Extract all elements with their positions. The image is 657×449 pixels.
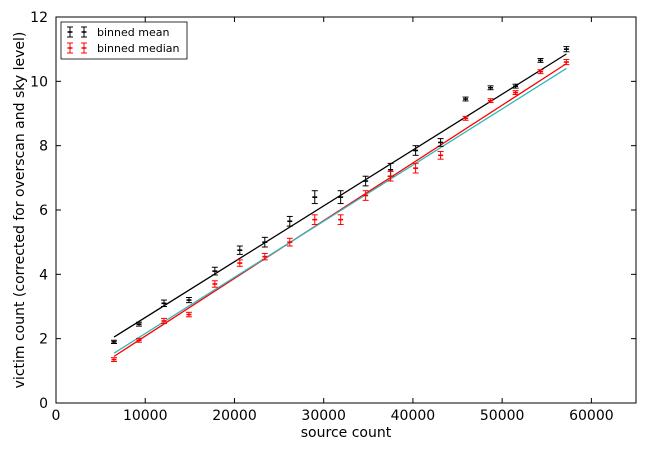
- x-tick-label: 40000: [391, 408, 436, 424]
- data-point: [311, 214, 318, 225]
- y-tick-label: 8: [39, 139, 48, 155]
- legend-item: binned mean: [67, 26, 169, 39]
- legend-label: binned median: [97, 42, 179, 55]
- x-tick-label: 0: [52, 408, 61, 424]
- data-point: [487, 85, 494, 91]
- fit-line: [113, 63, 567, 357]
- data-point: [135, 337, 142, 343]
- data-point: [160, 317, 167, 325]
- data-point: [286, 237, 293, 247]
- legend: binned mean binned median: [60, 21, 188, 60]
- y-axis-label: victim count (corrected for overscan and…: [12, 32, 28, 389]
- y-tick-label: 10: [30, 74, 48, 90]
- data-point: [537, 57, 544, 63]
- x-tick-label: 50000: [480, 408, 525, 424]
- data-point: [211, 266, 218, 276]
- data-point: [135, 321, 142, 327]
- data-point: [286, 215, 293, 227]
- y-tick-label: 6: [39, 203, 48, 219]
- data-point: [337, 214, 344, 225]
- series-binned-mean: [111, 46, 570, 344]
- data-point: [387, 170, 394, 182]
- data-point: [487, 98, 494, 104]
- data-point: [261, 236, 268, 248]
- data-point: [362, 175, 369, 187]
- data-point: [412, 145, 419, 156]
- fit-line: [113, 67, 567, 354]
- y-tick-label: 0: [39, 396, 48, 412]
- data-point: [512, 90, 519, 96]
- data-point: [236, 245, 243, 255]
- data-point: [462, 96, 469, 102]
- y-tick-label: 12: [30, 10, 48, 26]
- x-tick-label: 20000: [212, 408, 257, 424]
- x-axis: 0 10000 20000 30000 40000 50000 60000: [52, 17, 614, 424]
- data-point: [111, 339, 117, 344]
- x-tick-label: 60000: [569, 408, 614, 424]
- data-point: [236, 259, 243, 267]
- data-point: [563, 58, 570, 66]
- data-point: [563, 46, 570, 53]
- data-series: [111, 46, 570, 363]
- series-binned-median: [111, 58, 570, 363]
- data-point: [261, 252, 268, 261]
- x-tick-label: 10000: [123, 408, 168, 424]
- data-point: [462, 115, 469, 121]
- data-point: [185, 311, 192, 318]
- data-point: [160, 299, 167, 307]
- legend-item: binned median: [67, 42, 179, 55]
- y-tick-label: 4: [39, 267, 48, 283]
- x-axis-label: source count: [301, 425, 392, 441]
- data-point: [211, 280, 218, 288]
- data-point: [537, 69, 544, 75]
- data-point: [311, 190, 318, 205]
- data-point: [185, 296, 192, 304]
- data-point: [512, 83, 519, 89]
- data-point: [111, 357, 117, 363]
- y-axis: 0 2 4 6 8 10 12: [30, 10, 636, 412]
- legend-label: binned mean: [97, 26, 169, 39]
- data-point: [337, 190, 344, 205]
- data-point: [362, 190, 369, 201]
- data-point: [437, 138, 444, 147]
- x-tick-label: 30000: [301, 408, 346, 424]
- data-point: [437, 150, 444, 160]
- y-tick-label: 2: [39, 332, 48, 348]
- data-point: [412, 162, 419, 174]
